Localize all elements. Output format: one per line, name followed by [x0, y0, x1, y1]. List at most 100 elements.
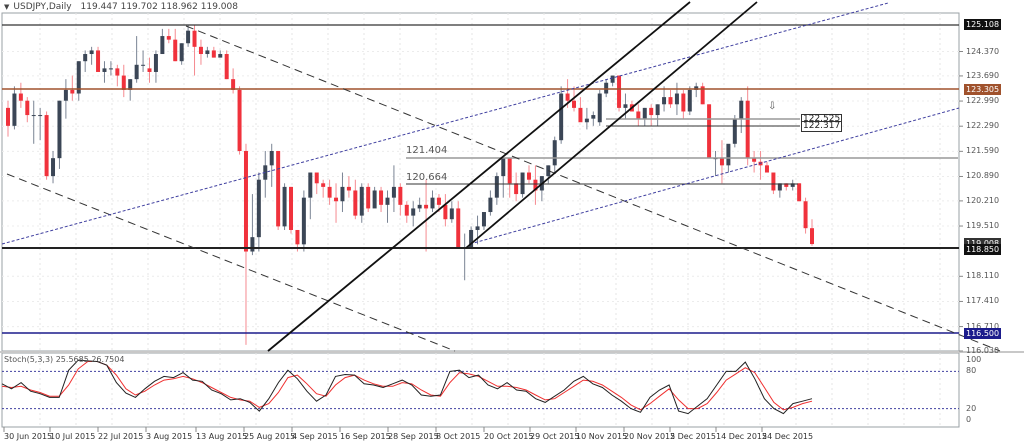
candle-body	[166, 36, 171, 40]
price-highlight-label: 116.500	[964, 328, 1002, 340]
candle-body	[681, 93, 686, 112]
stoch-level-label: 0	[966, 415, 972, 424]
candle-body	[636, 111, 641, 119]
candle-body	[372, 190, 377, 209]
price-tick: 122.290	[966, 121, 1000, 131]
candle-body	[514, 183, 519, 195]
candle-body	[295, 229, 300, 245]
candle-body	[623, 104, 628, 108]
ohlc-values: 119.447 119.702 118.962 119.008	[80, 2, 238, 12]
bull-channel-upper	[267, 1, 691, 352]
candle-body	[784, 183, 789, 187]
candle-body	[243, 150, 248, 252]
candle-body	[379, 190, 384, 205]
price-highlight-label: 118.850	[964, 243, 1002, 255]
candle-body	[572, 100, 577, 108]
candle-body	[141, 64, 146, 66]
candle-body	[597, 93, 602, 123]
stoch-signal-line	[1, 361, 813, 411]
time-label: 13 Aug 2015	[196, 432, 248, 441]
candle-body	[276, 150, 281, 227]
chart-title-bar: ▼ USDJPY,Daily 119.447 119.702 118.962 11…	[4, 2, 238, 12]
candle-body	[726, 143, 731, 166]
candle-body	[559, 93, 564, 141]
candle-body	[340, 186, 345, 202]
candle-body	[494, 176, 499, 198]
candle-body	[282, 186, 287, 227]
candle-body	[790, 183, 795, 187]
candle-body	[308, 172, 313, 198]
time-label: 10 Nov 2015	[576, 432, 628, 441]
main-panel-frame	[1, 12, 960, 352]
collapse-triangle-icon[interactable]: ▼	[4, 3, 10, 11]
candle-body	[237, 89, 242, 151]
candle-body	[121, 75, 126, 90]
price-tick: 117.410	[966, 296, 1000, 306]
time-label: 22 Jul 2015	[98, 432, 144, 441]
candle-body	[719, 158, 724, 166]
candle-body	[526, 172, 531, 180]
candle-body	[12, 93, 17, 126]
candle-body	[430, 197, 435, 209]
candle-body	[385, 197, 390, 205]
candle-body	[346, 186, 351, 191]
price-tick: 124.370	[966, 46, 1000, 56]
candle-body	[289, 186, 294, 230]
time-label: 20 Oct 2015	[484, 432, 534, 441]
candle-body	[649, 107, 654, 116]
candle-body	[552, 140, 557, 166]
candle-body	[404, 204, 409, 216]
candle-body	[584, 118, 589, 123]
bull-channel-lower	[465, 1, 758, 249]
candle-body	[186, 30, 191, 44]
stoch-main-line	[1, 359, 813, 415]
candle-body	[604, 82, 609, 94]
candle-body	[810, 228, 814, 245]
price-tick: 123.690	[966, 70, 1000, 80]
candle-body	[108, 68, 113, 70]
candle-body	[211, 50, 216, 58]
time-label: 10 Jul 2015	[50, 432, 96, 441]
candle-body	[803, 201, 808, 229]
candle-body	[192, 30, 197, 47]
time-label: 14 Dec 2015	[716, 432, 768, 441]
candle-body	[481, 212, 486, 227]
time-label: 2 Dec 2015	[670, 432, 717, 441]
price-highlight-label: 125.108	[964, 19, 1002, 30]
candle-body	[179, 43, 184, 62]
time-axis: 30 Jun 2015 10 Jul 2015 22 Jul 2015 3 Aug 2…	[0, 430, 1024, 446]
candle-body	[436, 197, 441, 205]
time-label: 24 Dec 2015	[762, 432, 814, 441]
candle-body	[334, 197, 339, 202]
up-channel-upper	[1, 2, 889, 245]
candle-body	[674, 93, 679, 105]
candle-body	[89, 50, 94, 55]
candle-body	[687, 89, 692, 112]
candle-body	[76, 61, 81, 94]
price-tick: 121.590	[966, 146, 1000, 156]
price-tick: 116.710	[966, 321, 1000, 331]
time-label: 8 Oct 2015	[436, 432, 481, 441]
candle-body	[269, 150, 274, 166]
candle-body	[353, 190, 358, 216]
price-highlight-label: 119.008	[964, 238, 1002, 250]
candle-body	[533, 179, 538, 191]
candle-body	[102, 68, 107, 72]
candle-body	[321, 183, 326, 187]
candle-body	[449, 208, 454, 220]
candle-body	[771, 172, 776, 191]
down-channel-upper	[185, 25, 1001, 352]
candle-body	[301, 197, 306, 245]
candle-body	[417, 204, 422, 209]
candle-body	[160, 36, 165, 55]
candle-body	[700, 86, 705, 105]
candle-body	[51, 158, 56, 177]
candle-body	[205, 50, 210, 55]
candle-body	[745, 100, 750, 159]
candle-body	[642, 107, 647, 119]
price-tick: 119.510	[966, 221, 1000, 231]
candle-body	[469, 229, 474, 248]
candle-body	[83, 54, 88, 62]
candle-body	[31, 115, 36, 117]
